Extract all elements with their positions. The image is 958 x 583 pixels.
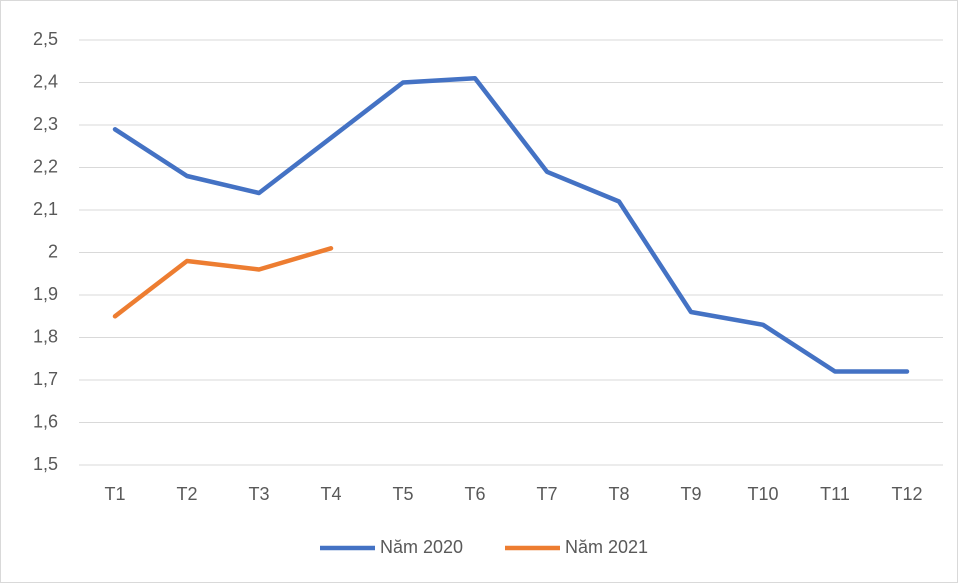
x-tick-label: T3 [248, 484, 269, 504]
y-tick-label: 2,2 [33, 156, 58, 176]
legend-label: Năm 2021 [565, 537, 648, 557]
x-tick-label: T12 [891, 484, 922, 504]
x-tick-label: T4 [320, 484, 341, 504]
x-tick-label: T2 [176, 484, 197, 504]
data-line [112, 246, 334, 319]
x-tick-label: T5 [392, 484, 413, 504]
y-tick-label: 1,5 [33, 454, 58, 474]
y-tick-label: 1,9 [33, 284, 58, 304]
x-tick-label: T11 [820, 484, 850, 504]
legend-label: Năm 2020 [380, 537, 463, 557]
y-tick-label: 1,8 [33, 326, 58, 346]
x-tick-label: T6 [464, 484, 485, 504]
x-tick-label: T9 [680, 484, 701, 504]
x-tick-label: T1 [104, 484, 125, 504]
x-tick-label: T7 [536, 484, 557, 504]
y-tick-label: 2,3 [33, 114, 58, 134]
y-tick-label: 2 [48, 241, 58, 261]
y-tick-label: 2,1 [33, 199, 58, 219]
x-tick-label: T10 [747, 484, 778, 504]
y-tick-label: 1,6 [33, 411, 58, 431]
y-tick-label: 2,5 [33, 29, 58, 49]
x-tick-label: T8 [608, 484, 629, 504]
y-tick-label: 2,4 [33, 71, 58, 91]
data-line [112, 75, 910, 374]
y-tick-label: 1,7 [33, 369, 58, 389]
